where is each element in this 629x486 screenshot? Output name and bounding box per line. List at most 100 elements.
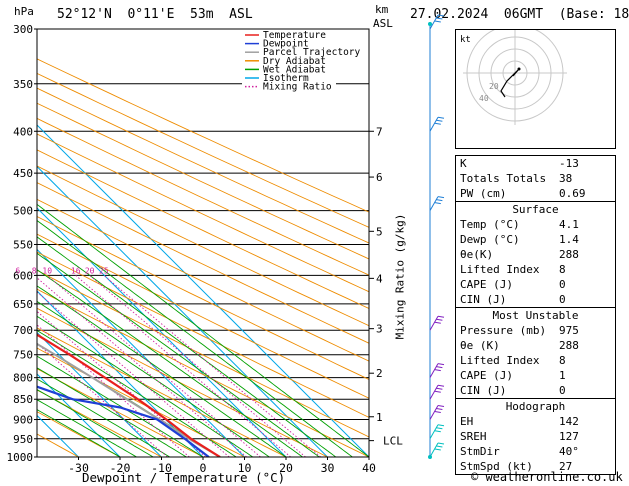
hpa-label: hPa	[14, 5, 34, 18]
most-unstable-row: Pressure (mb) 975	[456, 323, 615, 338]
wind-top-marker	[428, 22, 432, 26]
mixing-ratio-line	[37, 291, 230, 457]
most-unstable-row: Lifted Index 8	[456, 353, 615, 368]
surface-value: 1.4	[559, 233, 579, 246]
most-unstable-row: CIN (J) 0	[456, 383, 615, 398]
wet-adiabat-line	[37, 389, 154, 457]
legend-entry: Wet Adiabat	[263, 64, 326, 75]
wet-adiabat-line	[37, 236, 337, 457]
surface-row: Lifted Index 8	[456, 262, 615, 277]
most-unstable-label: CIN (J)	[460, 384, 507, 397]
hodograph-row: StmSpd (kt) 27	[456, 459, 615, 474]
isotherm-line	[37, 331, 162, 457]
dry-adiabat-line	[37, 72, 369, 228]
most-unstable-label: θe (K)	[460, 339, 500, 352]
pressure-tick-label: 850	[13, 393, 33, 406]
legend-entry: Temperature	[263, 30, 326, 41]
wet-adiabat-line	[37, 378, 171, 457]
hodograph-table-title: Hodograph	[505, 400, 566, 413]
surface-label: Temp (°C)	[460, 218, 520, 231]
km-label: km	[375, 3, 389, 16]
index-value: -13	[559, 157, 579, 170]
pressure-tick-label: 950	[13, 433, 33, 446]
dry-adiabat-line	[37, 58, 369, 213]
temperature-tick-label: -30	[68, 461, 89, 475]
pressure-tick-label: 400	[13, 125, 33, 138]
legend-entry: Isotherm	[263, 73, 309, 84]
wind-barb	[429, 405, 445, 420]
most-unstable-value: 0	[559, 384, 566, 397]
pressure-tick-label: 300	[13, 23, 33, 36]
surface-row: Dewp (°C) 1.4	[456, 232, 615, 247]
dry-adiabat-line	[37, 251, 369, 418]
hodograph-trace	[500, 68, 520, 98]
mixing-ratio-line	[89, 275, 306, 457]
km-tick-label: 4	[376, 272, 383, 285]
dry-adiabat-line	[37, 389, 162, 457]
dewpoint-profile	[37, 385, 210, 457]
mixing-ratio-tick-label: 10	[42, 266, 52, 275]
temperature-tick-label: 20	[279, 461, 293, 475]
index-row: Totals Totals 38	[456, 171, 615, 186]
wind-barb	[429, 384, 445, 400]
temperature-tick-label: 30	[321, 461, 335, 475]
mixing-ratio-tick-label: 25	[99, 266, 109, 275]
asl-label: ASL	[373, 17, 393, 30]
km-tick-label: 6	[376, 171, 383, 184]
hodograph-value: 27	[559, 460, 573, 473]
index-row: K -13	[456, 156, 615, 171]
dry-adiabat-line	[37, 165, 369, 327]
hodograph-row: EH 142	[456, 414, 615, 429]
dry-adiabat-line	[37, 182, 369, 344]
mixing-ratio-line	[37, 310, 206, 457]
wet-adiabat-line	[37, 252, 320, 457]
location-title: 52°12'N 0°11'E 53m ASL	[57, 7, 253, 22]
most-unstable-label: CAPE (J)	[460, 369, 513, 382]
isotherm-line	[37, 207, 287, 457]
index-label: K	[460, 157, 467, 170]
index-label: Totals Totals	[460, 172, 547, 185]
dry-adiabat-line	[37, 102, 369, 260]
isotherm-line	[37, 248, 245, 457]
hodograph-ring-label: 40	[479, 94, 489, 103]
wet-adiabat-line	[37, 355, 204, 457]
wind-barb	[429, 363, 445, 378]
isotherm-line	[37, 290, 204, 457]
dry-adiabat-line	[37, 149, 369, 310]
km-tick-label: 2	[376, 367, 383, 380]
pressure-tick-label: 1000	[7, 451, 34, 464]
surface-value: 4.1	[559, 218, 579, 231]
pressure-tick-label: 350	[13, 78, 33, 91]
wind-barb	[429, 14, 445, 30]
most-unstable-value: 975	[559, 324, 579, 337]
pressure-tick-label: 750	[13, 349, 33, 362]
surface-label: θe(K)	[460, 248, 494, 261]
dry-adiabat-line	[37, 347, 245, 457]
dry-adiabat-line	[37, 307, 328, 457]
dry-adiabat-line	[37, 117, 369, 276]
legend-entry: Dry Adiabat	[263, 56, 326, 67]
temperature-tick-label: -10	[151, 461, 172, 475]
most-unstable-title: Most Unstable	[492, 309, 579, 322]
datetime-title: 27.02.2024 06GMT (Base: 18)	[410, 7, 629, 22]
km-tick-label: 7	[376, 125, 383, 138]
hodograph-ring-label: 20	[489, 82, 499, 91]
index-row: PW (cm) 0.69	[456, 186, 615, 201]
pressure-tick-label: 600	[13, 269, 33, 282]
temperature-tick-label: -20	[110, 461, 131, 475]
mixing-ratio-tick-label: 20	[85, 266, 95, 275]
pressure-tick-label: 700	[13, 324, 33, 337]
hodograph-label: SREH	[460, 430, 487, 443]
wet-adiabat-line	[37, 399, 137, 457]
surface-label: Lifted Index	[460, 263, 540, 276]
hodograph-kt-label: kt	[460, 35, 471, 45]
hodograph-label: EH	[460, 415, 474, 428]
indices-table: K -13 Totals Totals 38 PW (cm) 0.69 Surface T…	[455, 155, 616, 475]
surface-label: CIN (J)	[460, 293, 507, 306]
lcl-label: LCL	[383, 435, 403, 448]
wet-adiabat-line	[37, 367, 187, 457]
wet-adiabat-line	[37, 269, 303, 457]
wind-barb	[429, 442, 445, 458]
